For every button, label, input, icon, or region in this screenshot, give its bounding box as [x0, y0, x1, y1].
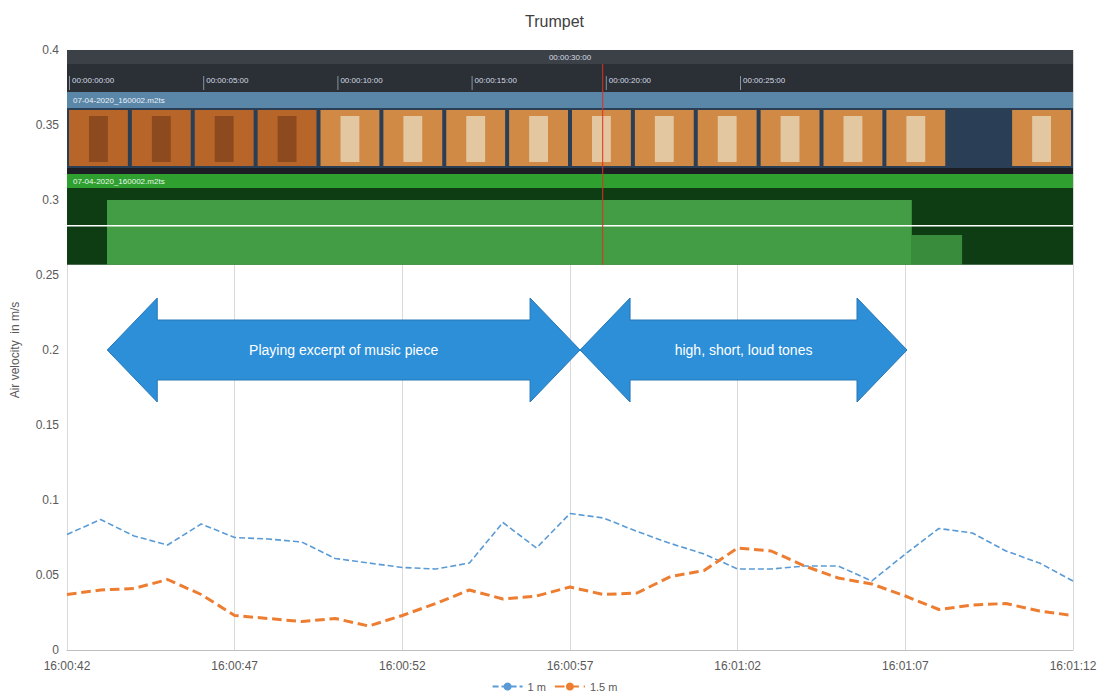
svg-text:0.1: 0.1: [42, 493, 59, 507]
svg-text:0.3: 0.3: [42, 193, 59, 207]
svg-text:0.25: 0.25: [36, 268, 60, 282]
svg-text:0.05: 0.05: [36, 568, 60, 582]
svg-text:00:00:25:00: 00:00:25:00: [743, 76, 786, 85]
svg-text:00:00:10:00: 00:00:10:00: [340, 76, 383, 85]
svg-text:00:00:05:00: 00:00:05:00: [206, 76, 249, 85]
svg-text:1 m: 1 m: [528, 681, 546, 693]
svg-text:Playing excerpt of music piece: Playing excerpt of music piece: [249, 342, 438, 358]
svg-text:07-04-2020_160002.m2ts: 07-04-2020_160002.m2ts: [73, 96, 165, 105]
svg-text:high, short, loud tones: high, short, loud tones: [675, 342, 813, 358]
svg-text:16:01:07: 16:01:07: [882, 659, 929, 673]
svg-text:1.5 m: 1.5 m: [590, 681, 618, 693]
svg-text:16:00:52: 16:00:52: [379, 659, 426, 673]
svg-text:16:01:02: 16:01:02: [714, 659, 761, 673]
svg-text:0: 0: [52, 643, 59, 657]
svg-text:00:00:20:00: 00:00:20:00: [609, 76, 652, 85]
svg-text:00:00:00:00: 00:00:00:00: [72, 76, 115, 85]
svg-text:0.35: 0.35: [36, 118, 60, 132]
svg-text:00:00:15:00: 00:00:15:00: [475, 76, 518, 85]
svg-text:Air velocity in m/s: Air velocity in m/s: [8, 302, 22, 399]
svg-text:0.15: 0.15: [36, 418, 60, 432]
svg-text:16:01:12: 16:01:12: [1050, 659, 1097, 673]
svg-text:0.4: 0.4: [42, 43, 59, 57]
svg-text:07-04-2020_160002.m2ts: 07-04-2020_160002.m2ts: [73, 177, 165, 186]
svg-text:16:00:57: 16:00:57: [547, 659, 594, 673]
svg-text:00:00:30:00: 00:00:30:00: [549, 53, 592, 62]
svg-text:Trumpet: Trumpet: [525, 13, 585, 30]
svg-text:16:00:42: 16:00:42: [44, 659, 91, 673]
svg-text:16:00:47: 16:00:47: [211, 659, 258, 673]
svg-text:0.2: 0.2: [42, 343, 59, 357]
